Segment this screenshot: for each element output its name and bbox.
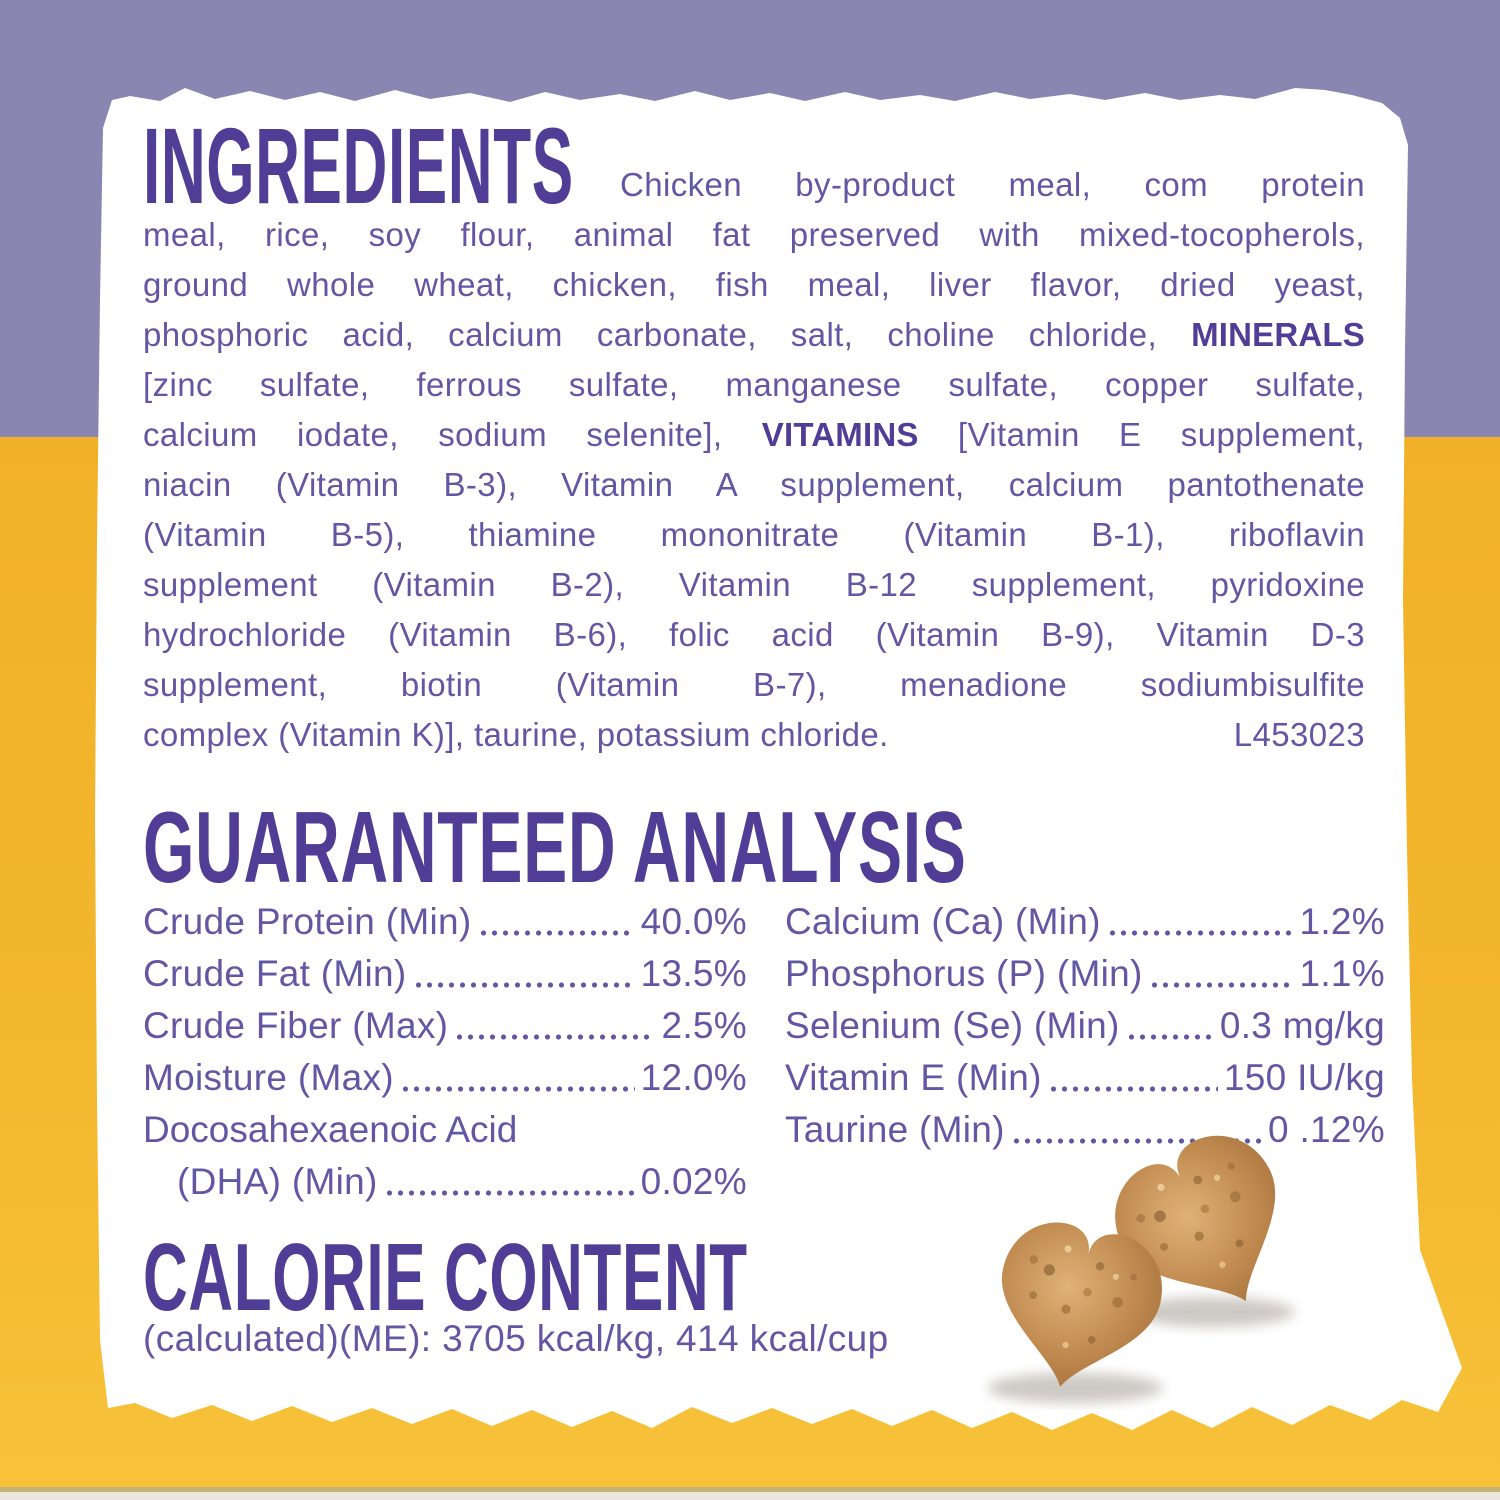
ingredient-text: meal, rice, soy flour, animal fat preser… [143, 216, 1365, 253]
dot-leader [399, 1085, 635, 1093]
ingredient-text: calcium iodate, sodium selenite], [143, 416, 762, 453]
ingredient-text: supplement (Vitamin B-2), Vitamin B-12 s… [143, 566, 1365, 603]
ingredient-text: niacin (Vitamin B-3), Vitamin A suppleme… [143, 466, 1365, 503]
analysis-row: Phosphorus (P) (Min) 1.1% [785, 948, 1385, 1000]
calorie-content-detail: (calculated)(ME): 3705 kcal/kg, 414 kcal… [143, 1318, 889, 1359]
analysis-nutrient-value: 12.0% [640, 1057, 747, 1098]
analysis-row: (DHA) (Min) 0.02% [143, 1156, 747, 1208]
analysis-nutrient-label: Taurine (Min) [785, 1109, 1005, 1150]
ingredient-text: Chicken by-product meal, com protein [620, 166, 1365, 203]
ingredient-group-bold: MINERALS [1191, 316, 1365, 353]
ingredients-line: phosphoric acid, calcium carbonate, salt… [143, 310, 1365, 360]
analysis-column-left: Crude Protein (Min) 40.0% Crude Fat (Min) 1… [143, 896, 747, 1208]
analysis-nutrient-label: Crude Fiber (Max) [143, 1005, 449, 1046]
ingredient-text: [Vitamin E supplement, [918, 416, 1365, 453]
ingredients-line: (Vitamin B-5), thiamine mononitrate (Vit… [143, 510, 1365, 560]
analysis-nutrient-value: 40.0% [640, 901, 747, 942]
analysis-row: Moisture (Max) 12.0% [143, 1052, 747, 1104]
bottom-edge-line [0, 1487, 1500, 1492]
ingredients-line: Chicken by-product meal, com protein [143, 160, 1365, 210]
analysis-row: Crude Protein (Min) 40.0% [143, 896, 747, 948]
ingredients-line: [zinc sulfate, ferrous sulfate, manganes… [143, 360, 1365, 410]
ingredients-line: ground whole wheat, chicken, fish meal, … [143, 260, 1365, 310]
kibble-shadow-right [1131, 1297, 1295, 1327]
ingredient-text: (Vitamin B-5), thiamine mononitrate (Vit… [143, 516, 1365, 553]
ingredient-text: hydrochloride (Vitamin B-6), folic acid … [143, 616, 1365, 653]
analysis-row: Crude Fat (Min) 13.5% [143, 948, 747, 1000]
ingredient-text: phosphoric acid, calcium carbonate, salt… [143, 316, 1192, 353]
dot-leader [1125, 1033, 1214, 1041]
bottom-edge-strip [0, 1492, 1500, 1500]
ingredients-line: niacin (Vitamin B-3), Vitamin A suppleme… [143, 460, 1365, 510]
guaranteed-analysis-heading: GUARANTEED ANALYSIS [143, 792, 967, 904]
analysis-row: Calcium (Ca) (Min) 1.2% [785, 896, 1385, 948]
dot-leader [1010, 1137, 1262, 1145]
analysis-nutrient-value: 0.3 mg/kg [1219, 1005, 1385, 1046]
ingredient-text: [zinc sulfate, ferrous sulfate, manganes… [143, 366, 1365, 403]
analysis-nutrient-label: Crude Protein (Min) [143, 901, 472, 942]
analysis-nutrient-value: 2.5% [661, 1005, 747, 1046]
analysis-row: Vitamin E (Min) 150 IU/kg [785, 1052, 1385, 1104]
dot-leader [454, 1033, 656, 1041]
analysis-nutrient-value: 0.02% [640, 1161, 747, 1202]
ingredients-heading: INGREDIENTS [143, 105, 574, 226]
ingredient-group-bold: VITAMINS [761, 416, 919, 453]
lot-code: L453023 [1233, 716, 1365, 753]
analysis-nutrient-value: 0 .12% [1268, 1109, 1385, 1150]
kibble-shadow-left [987, 1373, 1163, 1403]
dot-leader [477, 929, 635, 937]
ingredients-line: hydrochloride (Vitamin B-6), folic acid … [143, 610, 1365, 660]
ingredients-line: calcium iodate, sodium selenite], VITAMI… [143, 410, 1365, 460]
dot-leader [1148, 981, 1294, 989]
ingredients-line: supplement (Vitamin B-2), Vitamin B-12 s… [143, 560, 1365, 610]
analysis-nutrient-label: Moisture (Max) [143, 1057, 394, 1098]
analysis-nutrient-label: Selenium (Se) (Min) [785, 1005, 1120, 1046]
analysis-nutrient-label: (DHA) (Min) [177, 1161, 378, 1202]
analysis-nutrient-label: Phosphorus (P) (Min) [785, 953, 1143, 994]
analysis-nutrient-label: Vitamin E (Min) [785, 1057, 1042, 1098]
analysis-row-label-only: Docosahexaenoic Acid [143, 1109, 518, 1150]
analysis-nutrient-value: 13.5% [640, 953, 747, 994]
ingredients-paragraph: Chicken by-product meal, com protein meal… [143, 160, 1365, 760]
dot-leader [412, 981, 635, 989]
analysis-nutrient-label: Calcium (Ca) (Min) [785, 901, 1101, 942]
dot-leader [383, 1189, 635, 1197]
ingredients-line: supplement, biotin (Vitamin B-7), menadi… [143, 660, 1365, 710]
analysis-nutrient-value: 150 IU/kg [1223, 1057, 1385, 1098]
ingredients-line: meal, rice, soy flour, animal fat preser… [143, 210, 1365, 260]
analysis-nutrient-value: 1.1% [1299, 953, 1385, 994]
dot-leader [1047, 1085, 1218, 1093]
dot-leader [1106, 929, 1294, 937]
ingredient-text: supplement, biotin (Vitamin B-7), menadi… [143, 666, 1365, 703]
calorie-content-heading: CALORIE CONTENT [143, 1224, 748, 1331]
analysis-nutrient-value: 1.2% [1299, 901, 1385, 942]
ingredient-text: ground whole wheat, chicken, fish meal, … [143, 266, 1365, 303]
analysis-row: Taurine (Min) 0 .12% [785, 1104, 1385, 1156]
heart-kibble-photo [981, 1120, 1319, 1404]
analysis-nutrient-label: Crude Fat (Min) [143, 953, 407, 994]
ingredients-last-line: complex (Vitamin K)], taurine, potassium… [143, 710, 1365, 760]
ingredient-text: complex (Vitamin K)], taurine, potassium… [143, 716, 889, 753]
analysis-column-right: Calcium (Ca) (Min) 1.2% Phosphorus (P) (Mi… [785, 896, 1385, 1156]
analysis-row: Selenium (Se) (Min) 0.3 mg/kg [785, 1000, 1385, 1052]
analysis-row: Crude Fiber (Max) 2.5% [143, 1000, 747, 1052]
